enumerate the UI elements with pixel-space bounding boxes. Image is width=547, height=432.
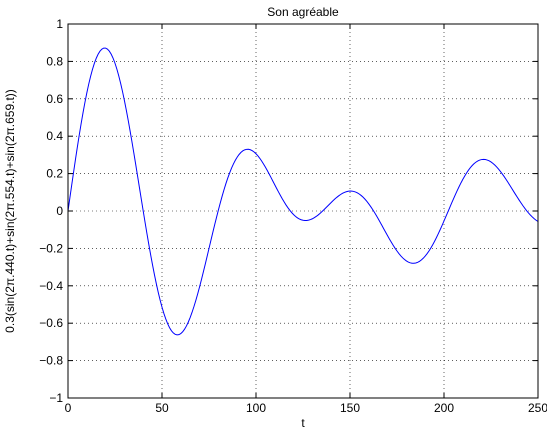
x-tick-label: 50	[155, 401, 169, 415]
y-tick-label: 0.6	[46, 92, 63, 106]
y-axis-label: 0.3(sin(2π.440.t)+sin(2π.554.t)+sin(2π.6…	[3, 89, 17, 333]
chart-title: Son agréable	[267, 5, 339, 19]
y-tick-label: −0.8	[39, 354, 63, 368]
x-tick-label: 100	[246, 401, 266, 415]
y-tick-label: 0.4	[46, 129, 63, 143]
x-tick-label: 200	[434, 401, 454, 415]
y-tick-labels: −1 −0.8 −0.6 −0.4 −0.2 0 0.2 0.4 0.6 0.8 1	[39, 17, 63, 405]
y-tick-label: 0.2	[46, 167, 63, 181]
x-tick-label: 150	[340, 401, 360, 415]
axis-ticks	[67, 23, 539, 399]
x-axis-label: t	[301, 416, 305, 430]
y-tick-label: 0	[56, 204, 63, 218]
x-tick-label: 0	[65, 401, 72, 415]
y-tick-label: −1	[49, 391, 63, 405]
x-tick-label: 250	[528, 401, 547, 415]
y-tick-label: −0.6	[39, 316, 63, 330]
y-tick-label: −0.2	[39, 241, 63, 255]
y-tick-label: 1	[56, 17, 63, 31]
y-tick-label: 0.8	[46, 54, 63, 68]
x-tick-labels: 0 50 100 150 200 250	[65, 401, 547, 415]
y-tick-label: −0.4	[39, 279, 63, 293]
series-line	[67, 47, 539, 336]
